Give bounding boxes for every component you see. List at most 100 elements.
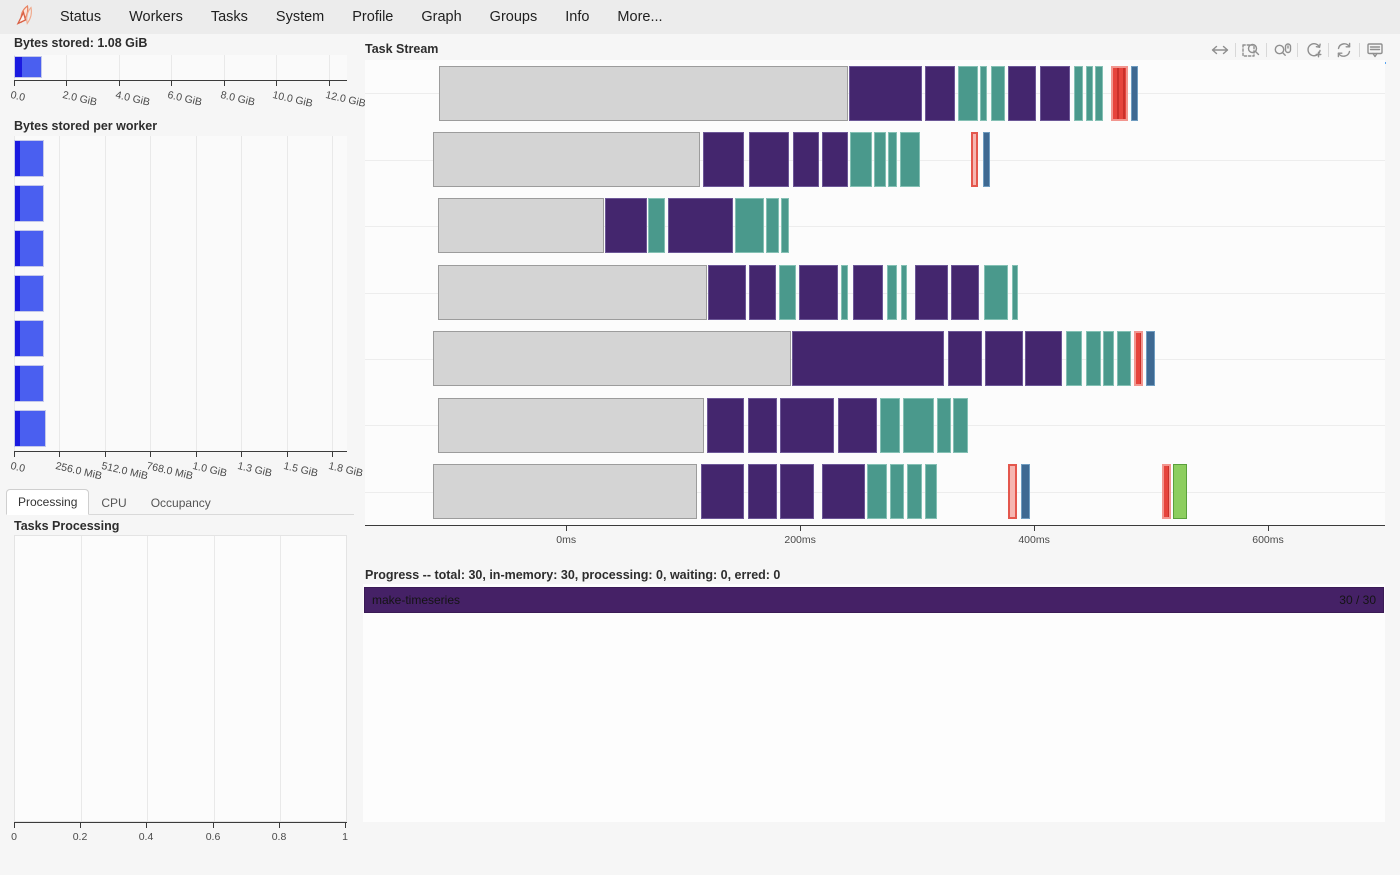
axis-tick-label: 1.0 GiB — [191, 460, 229, 480]
tab-occupancy[interactable]: Occupancy — [150, 496, 211, 510]
task-segment-teal — [1117, 331, 1132, 386]
axis-tick — [287, 451, 288, 457]
toolbar-separator — [1328, 43, 1329, 57]
gridline — [81, 536, 82, 821]
worker-metric-tabs: Processing CPU Occupancy — [6, 489, 354, 515]
progress-title: Progress -- total: 30, in-memory: 30, pr… — [365, 568, 781, 582]
task-segment-teal — [879, 398, 900, 453]
task-segment-teal — [648, 198, 665, 253]
worker-bytes-bar — [14, 185, 44, 222]
axis-tick — [345, 822, 346, 828]
axis-tick — [105, 451, 106, 457]
axis-tick-label: 6.0 GiB — [166, 89, 204, 109]
toolbar-separator — [1266, 43, 1267, 57]
nav-item-status[interactable]: Status — [60, 9, 102, 25]
axis-tick-label: 1.3 GiB — [236, 460, 274, 480]
task-segment-purple — [703, 132, 745, 187]
axis-tick-label: 4.0 GiB — [114, 89, 152, 109]
nav-item-tasks[interactable]: Tasks — [210, 9, 248, 25]
box-zoom-tool-icon[interactable] — [1238, 38, 1264, 62]
progress-canvas: make-timeseries 30 / 30 — [363, 584, 1385, 822]
axis-tick-label: 0.0 — [9, 460, 27, 475]
task-segment-teal — [734, 198, 764, 253]
axis-tick — [66, 80, 67, 86]
task-segment-teal — [990, 66, 1005, 121]
axis-tick — [800, 525, 802, 531]
task-segment-purple — [780, 398, 835, 453]
axis-tick — [1268, 525, 1270, 531]
nav-item-profile[interactable]: Profile — [352, 9, 394, 25]
hover-tool-icon[interactable] — [1362, 38, 1388, 64]
axis-tick — [224, 80, 225, 86]
axis-tick-label: 400ms — [1018, 534, 1050, 546]
task-segment-teal — [766, 198, 780, 253]
worker-bytes-bar-dark-segment — [15, 141, 20, 176]
zoom-in-tool-icon[interactable] — [1300, 38, 1326, 64]
wheel-zoom-tool-icon[interactable] — [1269, 38, 1295, 62]
task-segment-teal — [841, 265, 849, 320]
reset-tool-icon[interactable] — [1331, 38, 1357, 62]
axis-tick — [150, 451, 151, 457]
task-segment-purple — [748, 132, 789, 187]
task-segment-purple — [604, 198, 648, 253]
axis-tick-label: 1.5 GiB — [282, 460, 320, 480]
gridline — [280, 536, 281, 821]
tasks-processing-chart — [14, 535, 347, 822]
task-segment-purple — [700, 464, 745, 519]
task-segment-purple — [706, 398, 745, 453]
task-segment-teal — [850, 132, 872, 187]
task-segment-teal — [983, 265, 1009, 320]
nav-item-info[interactable]: Info — [565, 9, 590, 25]
tab-cpu[interactable]: CPU — [101, 496, 127, 510]
axis-tick — [276, 80, 277, 86]
task-segment-gray — [437, 265, 707, 320]
task-segment-salmon — [970, 132, 979, 187]
axis-tick — [146, 822, 147, 828]
axis-tick-label: 0.6 — [205, 831, 221, 843]
task-segment-purple — [747, 464, 777, 519]
axis-tick-label: 0.4 — [138, 831, 154, 843]
progress-bar: make-timeseries 30 / 30 — [364, 587, 1384, 613]
bytes-per-worker-axis: 0.0 256.0 MiB 512.0 MiB 768.0 MiB 1.0 GiB 1.3… — [9, 451, 364, 485]
nav-item-graph[interactable]: Graph — [421, 9, 462, 25]
bokeh-toolbar — [1207, 38, 1388, 64]
task-segment-teal — [781, 198, 789, 253]
nav-item-groups[interactable]: Groups — [489, 9, 538, 25]
worker-bytes-bar-dark-segment — [15, 186, 20, 221]
task-segment-purple — [925, 66, 955, 121]
dask-logo-icon[interactable] — [12, 3, 38, 31]
nav-item-system[interactable]: System — [275, 9, 325, 25]
task-segment-purple — [799, 265, 838, 320]
worker-bytes-bar — [14, 230, 44, 267]
axis-tick-label: 8.0 GiB — [219, 89, 257, 109]
axis-tick — [14, 822, 15, 828]
nav-item-more[interactable]: More... — [617, 9, 663, 25]
bytes-stored-bar — [14, 56, 43, 78]
gridline — [365, 226, 1385, 227]
worker-bytes-bar-dark-segment — [15, 366, 20, 401]
task-segment-purple — [747, 398, 777, 453]
task-segment-purple — [849, 66, 922, 121]
worker-bytes-bar — [14, 410, 46, 447]
gridline — [59, 136, 60, 451]
task-segment-gray — [437, 398, 705, 453]
task-stream-canvas[interactable] — [365, 60, 1385, 525]
task-segment-purple — [837, 398, 878, 453]
axis-tick — [59, 451, 60, 457]
task-segment-salmon — [1008, 464, 1017, 519]
tab-processing[interactable]: Processing — [6, 489, 90, 515]
worker-bytes-bar — [14, 140, 44, 177]
axis-tick-label: 256.0 MiB — [54, 460, 104, 483]
task-segment-teal — [886, 265, 898, 320]
task-stream-title: Task Stream — [365, 42, 439, 56]
axis-tick-label: 12.0 GiB — [324, 89, 367, 110]
axis-tick — [80, 822, 81, 828]
pan-tool-icon[interactable] — [1207, 38, 1233, 64]
task-segment-teal — [1085, 66, 1093, 121]
task-segment-teal — [906, 464, 922, 519]
task-segment-purple — [852, 265, 884, 320]
nav-item-workers[interactable]: Workers — [129, 9, 183, 25]
task-segment-purple — [793, 132, 819, 187]
task-segment-purple — [914, 265, 948, 320]
task-segment-purple — [780, 464, 815, 519]
